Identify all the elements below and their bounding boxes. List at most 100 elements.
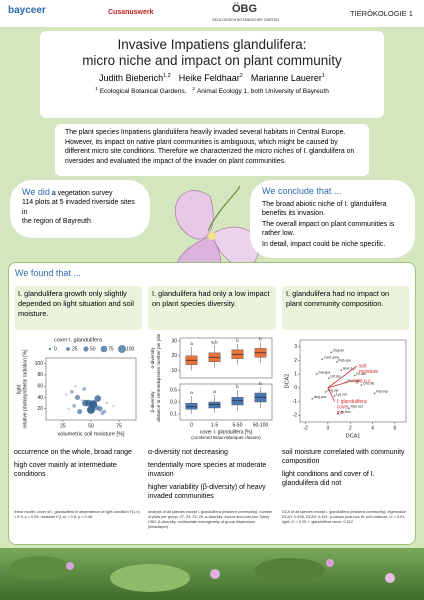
y-axis-label: relative photosynthetic radiation [%] <box>22 349 28 429</box>
conclude-heading: We conclude that ... <box>262 186 342 196</box>
point <box>340 369 343 371</box>
author-name: Marianne Lauerer <box>250 73 322 84</box>
y-tick-label: 0.3 <box>170 399 177 405</box>
x-tick-label: 50-100 <box>253 422 269 428</box>
y-tick-label: 100 <box>35 361 44 367</box>
box <box>208 401 221 409</box>
y-tick-label: -1 <box>293 399 298 405</box>
did-detail: 114 plots at 5 invaded riverside sites i… <box>22 199 135 216</box>
x-tick-label: 25 <box>60 423 66 429</box>
author: Heike Feldhaar2 <box>179 73 243 83</box>
findings-heading: We found that ... <box>15 268 81 278</box>
significance-letter: b <box>259 337 262 342</box>
claim: I. glandulifera growth only slightly dep… <box>14 286 142 330</box>
did-bubble: We did a vegetation survey 114 plots at … <box>10 180 150 238</box>
x-tick-label: -2 <box>303 425 308 431</box>
author-name: Heike Feldhaar <box>178 73 240 84</box>
vector <box>327 387 335 402</box>
affil-number: 2 <box>192 86 195 92</box>
y-tick-label: 40 <box>37 395 43 401</box>
point <box>360 384 363 386</box>
conclude-bubble: We conclude that ... The broad abiotic n… <box>250 180 415 258</box>
y-axis-label: α-diversity <box>150 347 155 369</box>
affiliation: 1 Ecological Botanical Gardens, <box>95 86 186 95</box>
legend-label: 100 <box>126 346 135 352</box>
point <box>77 408 83 415</box>
point-label: Card.ama <box>324 356 339 360</box>
affil-text: Animal Ecology 1, both University of Bay… <box>196 88 329 96</box>
vector-label: moisture <box>359 369 378 375</box>
note: light conditions and cover of I. glandul… <box>282 471 375 488</box>
point-label: Gal.apa <box>318 371 330 375</box>
legend-marker <box>118 345 126 353</box>
vector-label: soil <box>359 363 367 369</box>
note: tendentially more species at moderate in… <box>148 462 267 479</box>
conclude-point: In detail, impact could be niche specifi… <box>262 241 386 249</box>
footnote: DCA of all species except I. glandulifer… <box>282 510 406 524</box>
x-tick-label: 0 <box>190 422 193 428</box>
affil-number: 1 <box>95 86 98 92</box>
y-axis-label: DCA2 <box>284 374 290 389</box>
y-axis-label: β-diversity <box>150 391 155 413</box>
box <box>185 402 198 410</box>
x-tick-label: 50 <box>88 423 94 429</box>
point <box>89 400 98 409</box>
y-axis-label: species number per plot <box>156 334 161 383</box>
author-affil: 1 <box>321 73 325 80</box>
x-tick-label: 1-5 <box>211 422 218 428</box>
y-tick-label: 0 <box>294 385 297 391</box>
footnote: linear model: cover of I. glandulifera i… <box>14 510 140 519</box>
significance-letter: a <box>213 389 216 394</box>
x-tick-label: 2 <box>349 425 352 431</box>
conclude-point: The broad abiotic niche of I. glandulife… <box>262 200 387 217</box>
point-label: Urt.dio <box>331 375 341 379</box>
author-name: Judith Bieberich <box>99 73 164 84</box>
x-tick-label: 0 <box>327 425 330 431</box>
chart-background <box>282 334 410 444</box>
header-bar: bayceer Cusanuswerk ÖBG ÖKOLOGISCH BOTAN… <box>0 0 424 27</box>
vector-label: n.s. <box>337 410 345 416</box>
y-tick-label: 0.5 <box>170 387 177 393</box>
author: Judith Bieberich1,2 <box>99 73 171 83</box>
note: occurrence on the whole, broad range <box>14 449 132 456</box>
did-detail: the region of Bayreuth <box>22 218 91 226</box>
notes: soil moisture correlated with community … <box>282 448 410 492</box>
logo: bayceer <box>8 5 46 16</box>
x-tick-label: 4 <box>371 425 374 431</box>
point <box>321 358 324 361</box>
point <box>74 384 77 388</box>
x-axis-label: cover I. glandulifera [%] <box>200 429 253 435</box>
legend-label: 50 <box>90 346 96 352</box>
did-text: a vegetation survey <box>51 190 113 197</box>
significance-letter: b <box>259 381 262 386</box>
significance-letter: b <box>236 384 239 389</box>
y-tick-label: 3 <box>294 344 297 350</box>
notes: α-diversity not decreasing tendentially m… <box>148 448 276 505</box>
y-axis-label: light: <box>16 384 22 395</box>
y-tick-label: -2 <box>293 412 298 418</box>
point <box>105 401 108 405</box>
x-tick-label: 75 <box>116 423 122 429</box>
point <box>333 395 336 397</box>
point <box>337 412 339 415</box>
did-heading: We did <box>22 187 50 197</box>
point-label: Ver.bec <box>339 410 351 414</box>
point <box>97 406 103 412</box>
note: soil moisture correlated with community … <box>282 449 405 466</box>
y-tick-label: 20 <box>37 406 43 412</box>
point-label: Hum.lup <box>343 366 356 370</box>
legend-marker <box>100 345 108 353</box>
logo-subtitle: ÖKOLOGISCH BOTANISCHER GARTEN <box>212 18 279 22</box>
point <box>311 397 314 400</box>
legend-marker <box>83 346 89 352</box>
point-label: Myo.sco <box>351 405 364 409</box>
department: TIERÖKOLOGIE 1 <box>350 9 413 18</box>
point <box>112 404 115 408</box>
y-tick-label: 80 <box>37 372 43 378</box>
point <box>80 399 84 402</box>
author: Marianne Lauerer1 <box>251 73 325 83</box>
affiliations: 1 Ecological Botanical Gardens, 2 Animal Ec… <box>40 86 384 95</box>
x-axis-label: DCA1 <box>346 433 361 439</box>
chart: 25 50 75 20 40 60 80 100 cover I. glandulifera 0 2… <box>14 334 142 444</box>
plot-frame <box>179 337 273 379</box>
